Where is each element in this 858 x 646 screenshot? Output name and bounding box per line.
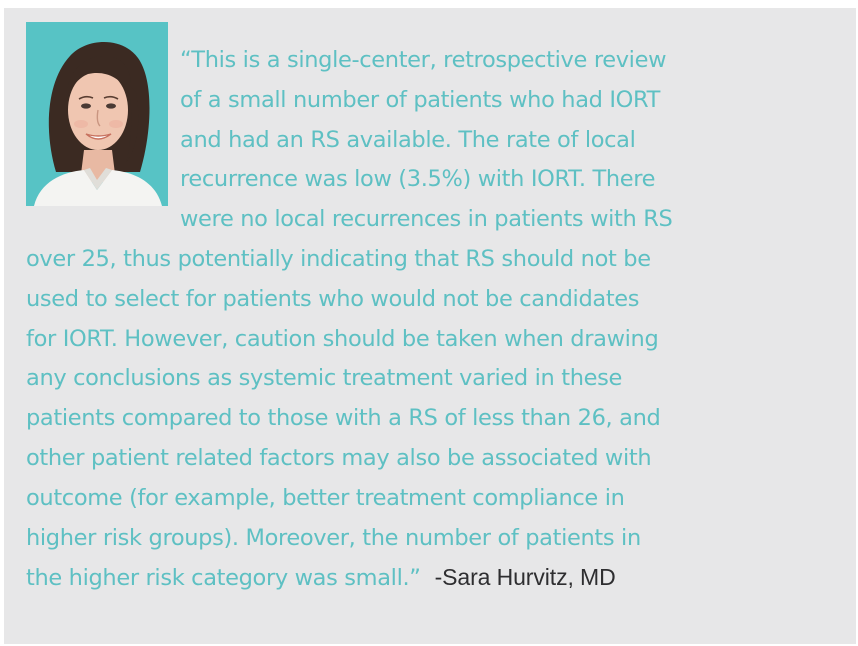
quote-line: used to select for patients who would no… <box>26 285 640 312</box>
quote-card: “This is a single-center, retrospective … <box>4 8 856 644</box>
quote-line: for IORT. However, caution should be tak… <box>26 325 659 352</box>
quote-line: of a small number of patients who had IO… <box>180 86 661 113</box>
quote-line-last: the higher risk category was small.” -Sar… <box>26 558 826 598</box>
quote-line: over 25, thus potentially indicating tha… <box>26 245 651 272</box>
quote-line: higher risk groups). Moreover, the numbe… <box>26 524 641 551</box>
headshot-photo <box>26 22 168 206</box>
pull-quote: “This is a single-center, retrospective … <box>26 41 826 598</box>
quote-line: and had an RS available. The rate of loc… <box>180 126 636 153</box>
quote-line: patients compared to those with a RS of … <box>26 405 661 432</box>
quote-line: recurrence was low (3.5%) with IORT. The… <box>180 166 656 193</box>
quote-line: “This is a single-center, retrospective … <box>180 47 667 73</box>
quote-line: any conclusions as systemic treatment va… <box>26 365 622 392</box>
quote-attribution: -Sara Hurvitz, MD <box>434 564 616 591</box>
quote-line: were no local recurrences in patients wi… <box>180 206 673 233</box>
quote-line: other patient related factors may also b… <box>26 444 652 471</box>
quote-line: outcome (for example, better treatment c… <box>26 484 625 511</box>
quote-line-text: the higher risk category was small.” <box>26 565 421 592</box>
